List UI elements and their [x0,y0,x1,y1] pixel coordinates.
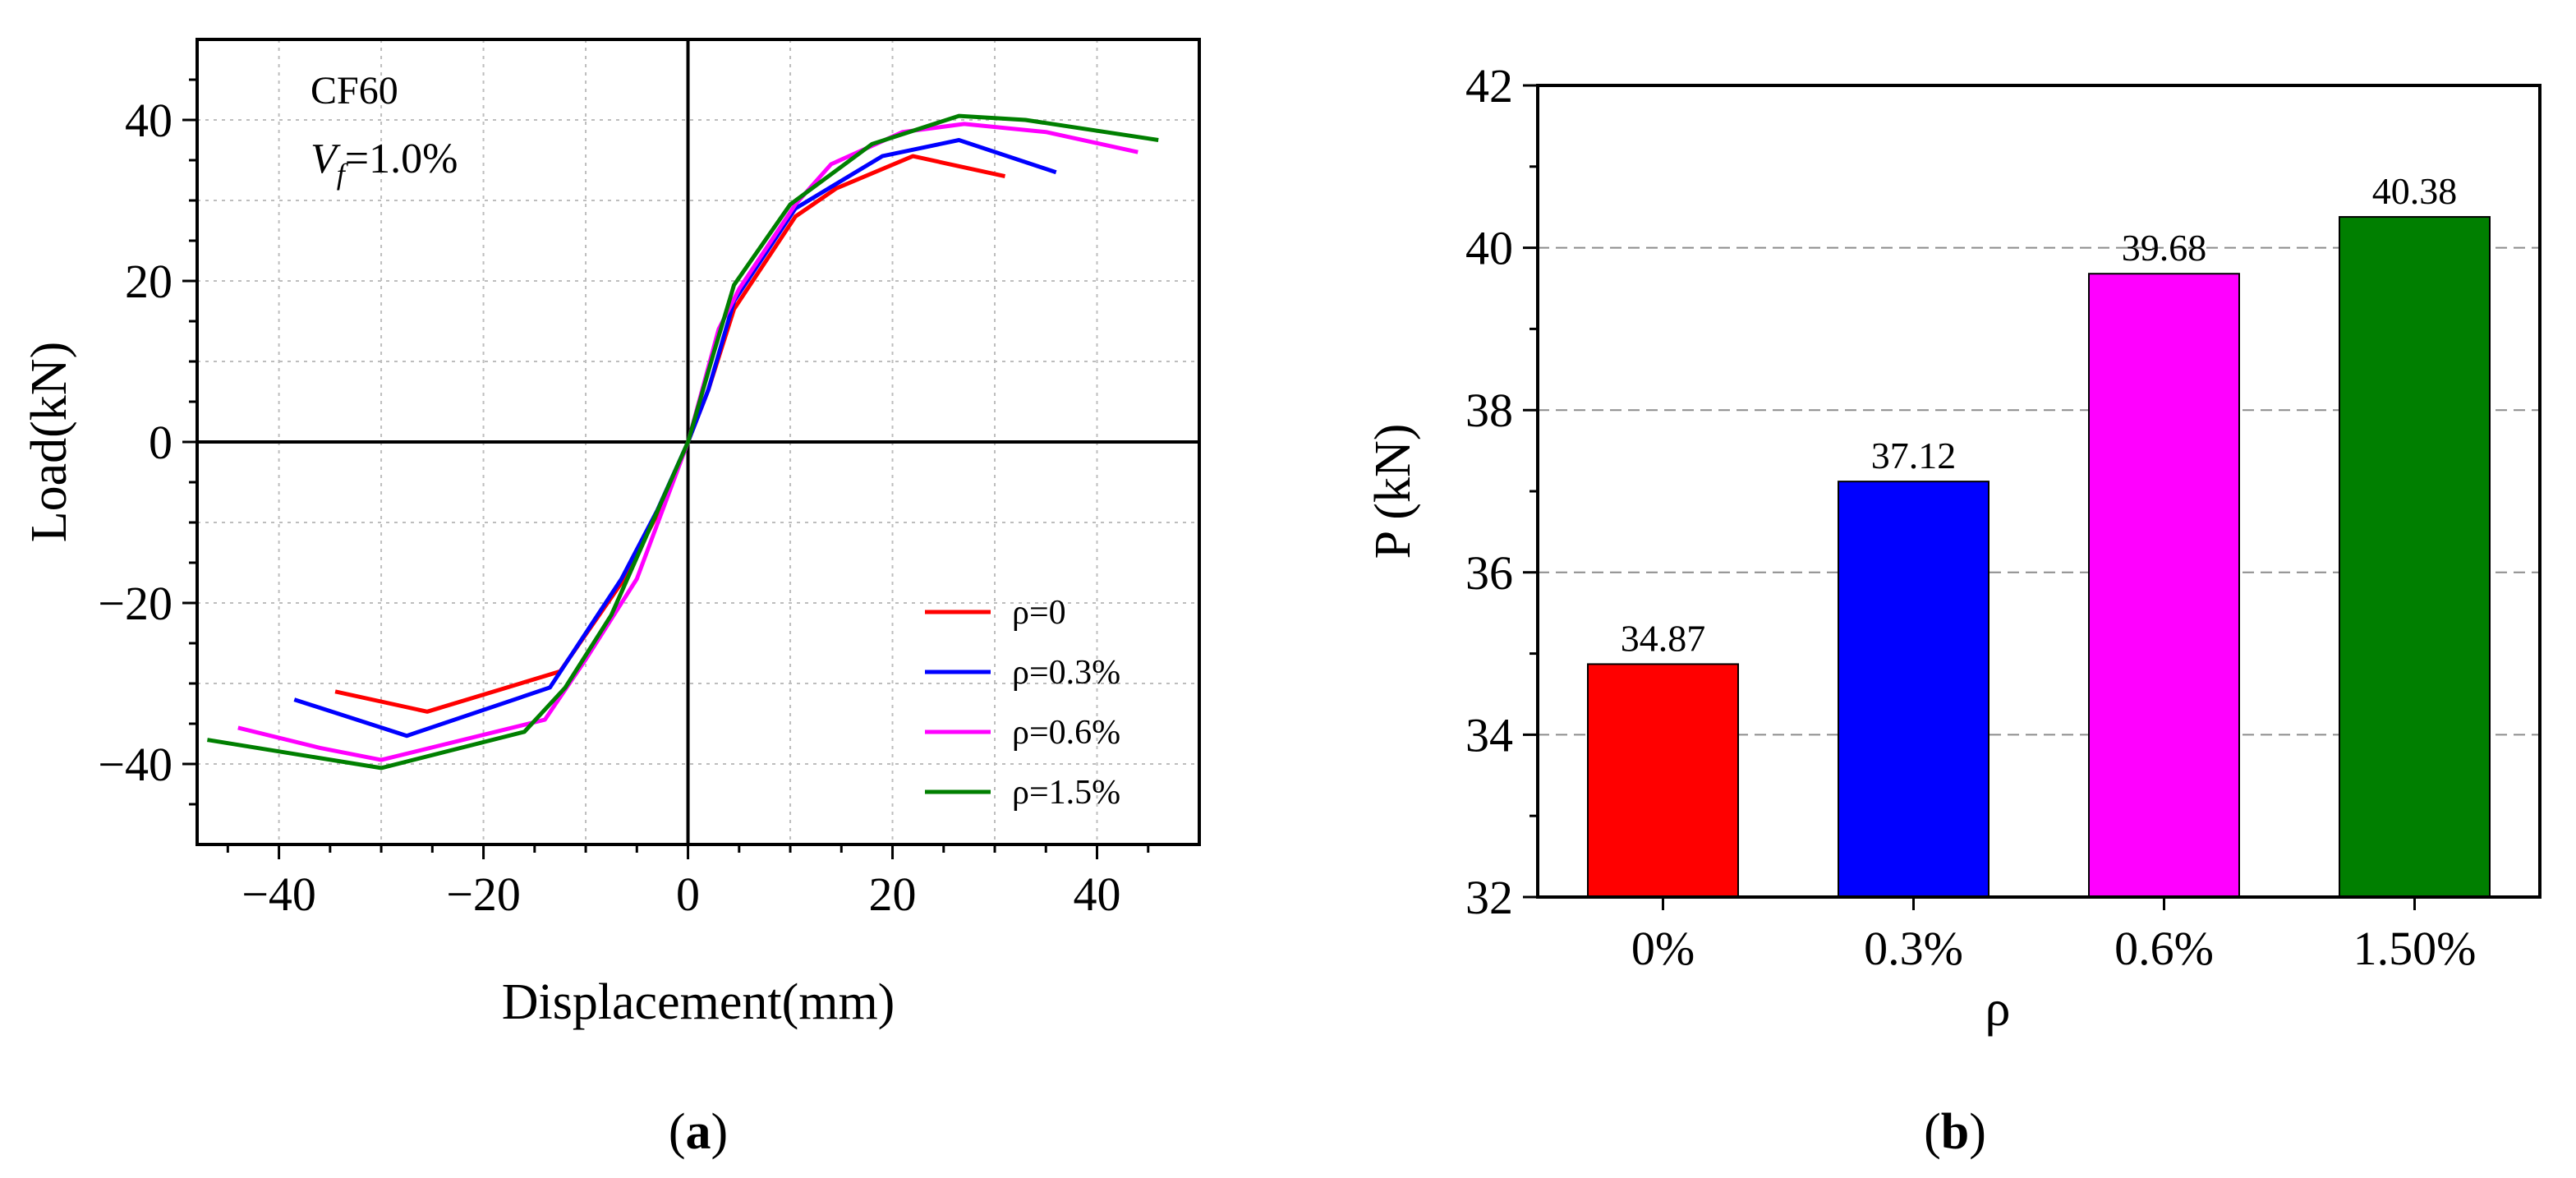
panel-a-legend-label-0: ρ=0 [1012,594,1066,632]
panel-a-series-line-3 [207,113,1159,771]
panel-a-caption: (a) [669,1104,728,1160]
panel-a-x-tick-label: −40 [242,867,316,921]
panel-a-legend-label-1: ρ=0.3% [1012,654,1120,692]
panel-b-bar-3 [2339,216,2491,898]
panel-b-bars [1587,216,2491,898]
panel-a-legend: ρ=0 ρ=0.3% ρ=0.6% ρ=1.5% [925,594,1120,812]
panel-b-caption: (b) [1924,1104,1986,1160]
panel-b-y-tick-label: 40 [1465,222,1513,275]
panel-b-value-label-1: 37.12 [1871,435,1957,476]
panel-b-value-label-0: 34.87 [1621,617,1706,659]
panel-b-bar-1 [1838,481,1990,898]
panel-b-x-axis-label: ρ [1985,981,2011,1037]
panel-a-y-tick-label: 0 [149,416,172,469]
panel-a-x-tick-label: 40 [1074,867,1121,921]
panel-a-ticks: −40 −20 0 20 40 −40 −20 0 20 40 [98,78,1150,921]
panel-b-value-labels: 34.87 37.12 39.68 40.38 [1621,170,2458,659]
panel-b-ticks: 0% 0.3% 0.6% 1.50% 32 34 36 38 40 42 [1465,59,2476,975]
panel-b-y-tick-label: 34 [1465,708,1513,762]
panel-a-series-line-0 [334,154,1006,714]
panel-b-bar-2 [2088,273,2240,898]
panel-b-y-tick-label: 42 [1465,59,1513,113]
panel-a-x-tick-label: 0 [676,867,700,921]
panel-b-y-axis-label: P (kN) [1365,424,1421,559]
panel-a-x-tick-label: −20 [446,867,521,921]
panel-b-x-tick-label-3: 1.50% [2353,922,2477,975]
panel-b-x-tick-label-0: 0% [1631,922,1695,975]
panel-b-bar-chart: 0% 0.3% 0.6% 1.50% 32 34 36 38 40 42 34.87 37.12 39… [1365,59,2542,1160]
panel-b-value-label-2: 39.68 [2122,227,2207,269]
panel-b-x-tick-label-1: 0.3% [1864,922,1963,975]
panel-a-y-tick-label: 20 [125,255,172,308]
panel-b-value-label-3: 40.38 [2372,170,2458,212]
panel-b-y-tick-label: 38 [1465,384,1513,437]
panel-a-series [207,113,1159,771]
panel-a-x-tick-label: 20 [869,867,917,921]
panel-b-y-tick-label: 32 [1465,871,1513,924]
panel-a-annotation-specimen: CF60 [310,69,398,113]
panel-a-y-tick-label: 40 [125,94,172,147]
panel-b-x-tick-label-2: 0.6% [2114,922,2214,975]
panel-a-y-tick-label: −20 [98,577,172,630]
annotation-var-value: =1.0% [345,136,458,182]
panel-a-y-axis-label: Load(kN) [21,342,77,542]
annotation-var-main: V [310,136,341,182]
panel-b-y-tick-label: 36 [1465,546,1513,600]
panel-b-bar-0 [1587,663,1739,898]
panel-a-legend-label-2: ρ=0.6% [1012,714,1120,752]
panel-a-annotation-fiber-volume: Vf=1.0% [310,136,458,191]
panel-a-legend-label-3: ρ=1.5% [1012,774,1120,812]
panel-b-caption-letter: b [1941,1104,1969,1160]
panel-a-series-line-1 [293,138,1057,739]
panel-a-caption-letter: a [686,1104,711,1160]
panel-a-x-axis-label: Displacement(mm) [502,974,895,1030]
panel-a-y-tick-label: −40 [98,738,172,791]
